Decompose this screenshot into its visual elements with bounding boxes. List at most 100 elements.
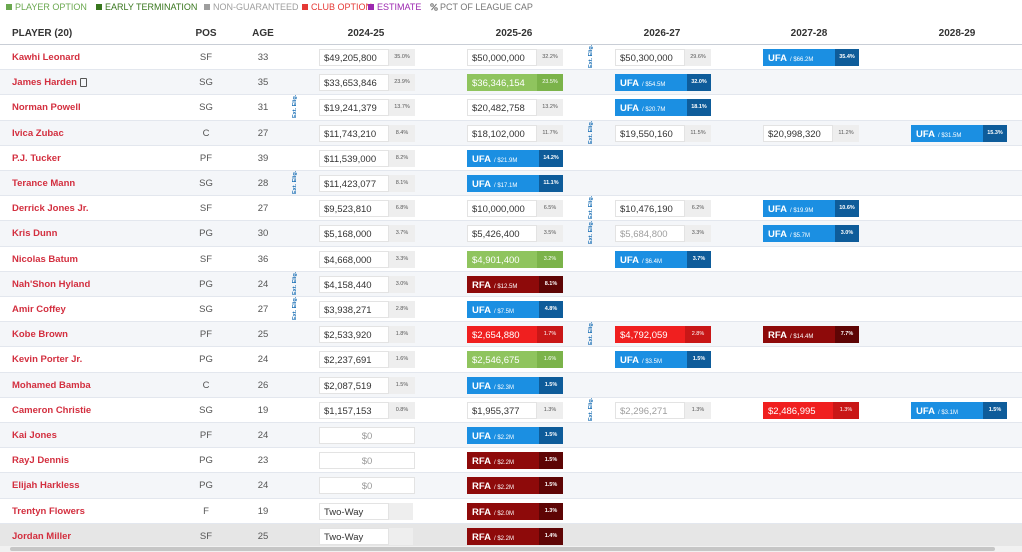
legend-swatch <box>204 4 210 10</box>
legend-item: PLAYER OPTION <box>6 2 87 12</box>
contract-cell: RFA / $2.0M 1.3% <box>467 502 563 520</box>
free-agency: RFA / $2.2M <box>467 452 539 470</box>
hold: / $2.2M <box>494 435 515 441</box>
age: 27 <box>257 304 269 315</box>
position: SF <box>199 203 213 215</box>
amount: $11,423,077 <box>319 175 389 192</box>
pct-cap: 6.8% <box>389 200 415 218</box>
position: C <box>202 127 210 139</box>
amount: $0 <box>319 452 415 470</box>
contract-cell: $1,157,153 0.8% <box>319 401 415 419</box>
contract-cell: $2,296,271 1.3% <box>615 401 711 419</box>
header-bar <box>0 22 1022 45</box>
ext-elig-marker: Ext. Elig. <box>588 120 594 144</box>
ext-elig-marker: Ext. Elig. <box>588 321 594 346</box>
ext-elig-marker: Ext. Elig. <box>292 95 298 119</box>
contract-cell: $11,743,210 8.4% <box>319 124 415 142</box>
pct-cap: 1.3% <box>685 401 711 419</box>
ext-elig-marker: Ext. Elig. <box>588 44 594 68</box>
contract-cell: RFA / $2.2M 1.5% <box>467 477 563 495</box>
age: 25 <box>257 530 269 542</box>
hold: / $2.3M <box>494 384 515 391</box>
free-agency: UFA / $2.3M <box>467 376 539 394</box>
legend-item: NON-GUARANTEED <box>204 2 299 12</box>
pct-cap: 1.7% <box>537 326 563 344</box>
status: UFA <box>768 204 787 216</box>
free-agency: UFA / $3.1M <box>911 401 983 419</box>
age: 26 <box>257 379 269 391</box>
pct-cap: 32.0% <box>687 74 711 92</box>
hold: / $31.5M <box>938 132 962 139</box>
contract-cell: UFA / $20.7M 18.1% <box>615 99 711 117</box>
legend-item: EARLY TERMINATION <box>96 2 197 12</box>
status: UFA <box>472 153 491 165</box>
player-name: Nicolas Batum <box>12 253 78 265</box>
player-row: Kawhi Leonard SF 33 $49,205,800 35.0% $50,000… <box>0 44 1022 71</box>
pct-cap: 1.5% <box>983 401 1007 419</box>
contract-cell: UFA / $3.1M 1.5% <box>911 401 1007 419</box>
amount: $49,205,800 <box>319 49 389 66</box>
pct-cap: 1.3% <box>833 401 859 419</box>
pct-cap: 3.2% <box>537 250 563 268</box>
amount: $2,654,880 <box>467 326 537 344</box>
age: 24 <box>257 354 269 366</box>
column-header: 2026-27 <box>643 28 681 39</box>
amount: $11,539,000 <box>319 149 389 167</box>
amount: $11,743,210 <box>319 124 389 142</box>
pct-cap: 7.7% <box>835 326 859 344</box>
age: 24 <box>257 480 269 492</box>
free-agency: UFA / $19.9M <box>763 200 835 218</box>
position: SG <box>199 178 213 189</box>
pct-cap: 13.2% <box>537 99 563 117</box>
amount: $20,998,320 <box>763 124 833 142</box>
column-header: POS <box>195 28 217 39</box>
contract-cell: $11,539,000 8.2% <box>319 149 415 167</box>
pct-cap: 14.2% <box>539 149 563 167</box>
contract-cell: $50,000,000 32.2% <box>467 49 563 66</box>
pct-cap: 11.1% <box>539 175 563 192</box>
position: SF <box>199 253 213 265</box>
amount: $18,102,000 <box>467 124 537 142</box>
pct-empty <box>389 527 413 545</box>
free-agency: UFA / $7.5M <box>467 301 539 318</box>
free-agency: RFA / $12.5M <box>467 275 539 293</box>
amount: Two-Way <box>319 527 389 545</box>
ext-elig-marker: Ext. Elig. <box>292 170 298 194</box>
player-name: Mohamed Bamba <box>12 379 91 391</box>
position: F <box>203 505 209 517</box>
amount: $36,346,154 <box>467 74 537 92</box>
column-header: 2024-25 <box>347 28 385 39</box>
player-name: Kai Jones <box>12 430 57 441</box>
legend-label: PLAYER OPTION <box>15 2 87 12</box>
player-name: Kevin Porter Jr. <box>12 354 83 366</box>
amount: $9,523,810 <box>319 200 389 218</box>
pct-cap: 1.5% <box>539 452 563 470</box>
player-name: Cameron Christie <box>12 404 92 416</box>
contract-cell: UFA / $17.1M 11.1% <box>467 175 563 192</box>
position: PG <box>199 480 213 492</box>
contract-cell: $4,901,400 3.2% <box>467 250 563 268</box>
pct-cap: 32.2% <box>537 49 563 66</box>
contract-cell: UFA / $5.7M 3.0% <box>763 225 859 243</box>
amount: $1,157,153 <box>319 401 389 419</box>
age: 23 <box>257 455 269 467</box>
position: SG <box>199 102 213 114</box>
ext-elig-marker: Ext. Elig. <box>292 296 298 320</box>
player-row: Kai Jones PF 24 $0 UFA / $2.2M 1.5% <box>0 423 1022 449</box>
contract-cell: UFA / $66.2M 35.4% <box>763 49 859 66</box>
pct-cap: 1.5% <box>539 427 563 444</box>
status: UFA <box>472 305 491 316</box>
status: RFA <box>472 506 491 518</box>
pct-cap: 3.5% <box>537 225 563 243</box>
player-row: Trentyn Flowers F 19 Two-Way RFA / $2.0M 1.3% <box>0 499 1022 524</box>
contract-cell: $4,792,059 2.8% <box>615 326 711 344</box>
amount: $10,476,190 <box>615 200 685 218</box>
hold: / $12.5M <box>494 283 518 290</box>
free-agency: UFA / $21.9M <box>467 149 539 167</box>
hold: / $14.4M <box>790 334 814 341</box>
legend-label: EARLY TERMINATION <box>105 2 198 12</box>
age: 24 <box>257 278 269 290</box>
status: UFA <box>472 380 491 392</box>
pct-cap: 23.5% <box>537 74 563 92</box>
contract-cell: RFA / $12.5M 8.1% <box>467 275 563 293</box>
